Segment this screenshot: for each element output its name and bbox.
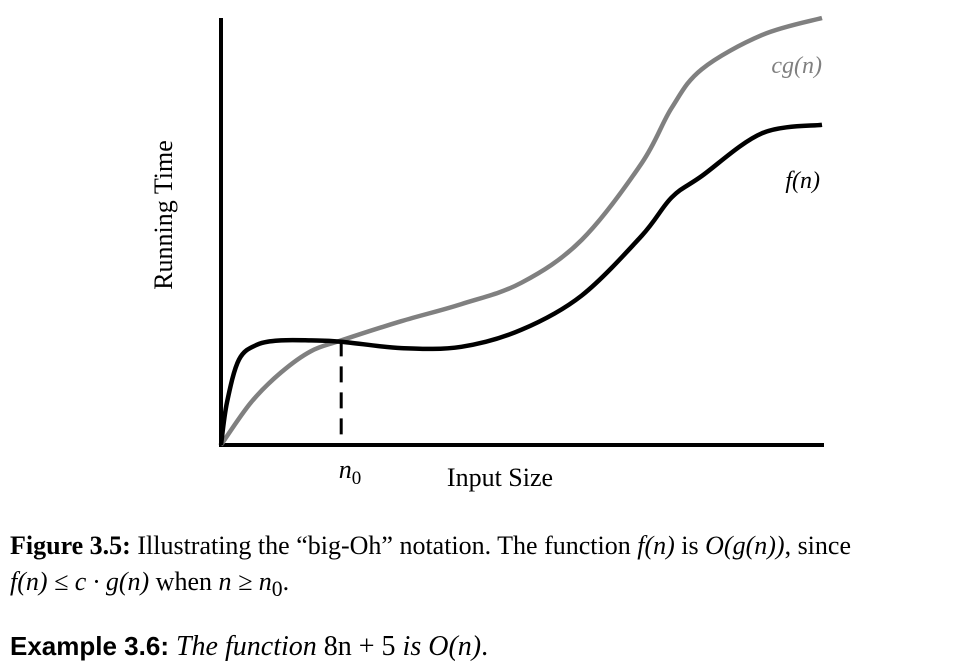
example-expr: 8n + 5	[323, 631, 396, 662]
series-line-f	[218, 122, 823, 446]
caption-sub0: 0	[271, 577, 283, 602]
series-line-cg	[219, 15, 823, 447]
chart: Running Time Input Size n0 cg(n) f(n)	[149, 15, 824, 492]
caption-condition: n ≥ n	[218, 567, 272, 596]
caption-inequality: f(n) ≤ c · g(n)	[10, 567, 150, 596]
example-statement: Example 3.6: The function 8n + 5 is O(n)…	[10, 628, 970, 665]
caption-is: is	[674, 531, 706, 560]
series-label-cg: cg(n)	[771, 53, 822, 79]
caption-since: , since	[784, 531, 851, 560]
caption-period: .	[282, 567, 290, 596]
example-text-mid: is	[395, 631, 429, 662]
example-label: Example 3.6:	[10, 631, 169, 661]
example-period: .	[481, 631, 489, 662]
caption-f-n: f(n)	[637, 531, 675, 560]
series-label-f: f(n)	[785, 168, 820, 194]
x-axis-label: Input Size	[447, 463, 553, 492]
y-axis-label: Running Time	[149, 140, 178, 290]
caption-label: Figure 3.5:	[10, 531, 131, 560]
example-result: O(n)	[428, 631, 482, 662]
caption-text: Illustrating the “big-Oh” notation. The …	[137, 531, 638, 560]
figure-caption: Figure 3.5: Illustrating the “big-Oh” no…	[10, 528, 970, 607]
example-text-pre: The function	[168, 631, 324, 662]
caption-when: when	[149, 567, 219, 596]
caption-o-g-n: O(g(n))	[705, 531, 785, 560]
n0-tick-label: n0	[339, 455, 362, 489]
